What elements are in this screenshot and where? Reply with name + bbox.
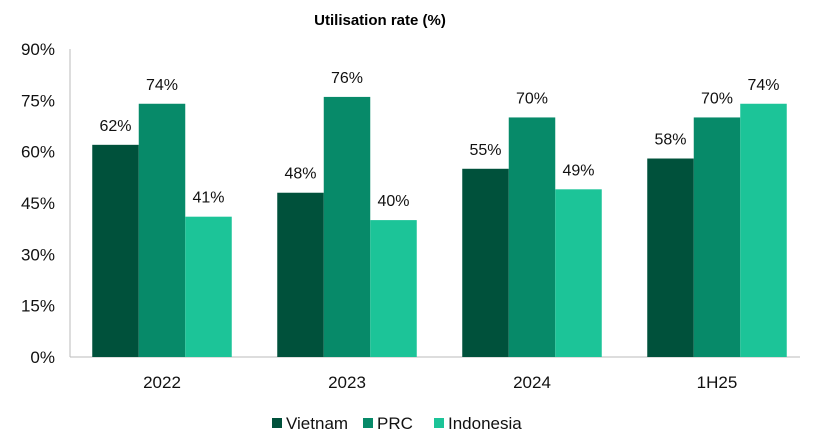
x-tick-label: 2022	[143, 373, 181, 392]
legend-swatch-indonesia	[434, 418, 444, 428]
legend-swatch-vietnam	[272, 418, 282, 428]
x-tick-label: 2024	[513, 373, 551, 392]
chart-title: Utilisation rate (%)	[314, 12, 446, 29]
y-tick-label: 45%	[21, 194, 55, 213]
bar-indonesia-2023	[370, 220, 417, 357]
data-label: 70%	[701, 90, 733, 107]
y-tick-label: 90%	[21, 40, 55, 59]
bar-indonesia-1h25	[740, 103, 787, 357]
legend-label: Vietnam	[286, 414, 348, 433]
legend-label: Indonesia	[448, 414, 522, 433]
legend-swatch-prc	[363, 418, 373, 428]
data-label: 74%	[146, 77, 178, 94]
y-tick-label: 15%	[21, 297, 55, 316]
data-label: 41%	[192, 190, 224, 207]
bar-vietnam-2024	[462, 168, 509, 357]
y-tick-label: 0%	[30, 348, 55, 367]
data-label: 70%	[516, 90, 548, 107]
data-label: 40%	[377, 193, 409, 210]
y-tick-label: 30%	[21, 245, 55, 264]
bar-prc-2023	[323, 96, 371, 358]
bar-vietnam-2022	[92, 144, 139, 357]
bar-prc-1h25	[693, 117, 741, 357]
data-label: 62%	[99, 118, 131, 135]
x-tick-label: 2023	[328, 373, 366, 392]
data-label: 76%	[331, 70, 363, 87]
bar-vietnam-2023	[277, 192, 324, 357]
bar-indonesia-2022	[185, 216, 232, 357]
y-tick-label: 60%	[21, 143, 55, 162]
x-tick-label: 1H25	[697, 373, 738, 392]
bar-prc-2024	[508, 117, 556, 357]
data-label: 55%	[469, 142, 501, 159]
bar-prc-2022	[138, 103, 186, 357]
bar-indonesia-2024	[555, 189, 602, 357]
bar-vietnam-1h25	[647, 158, 694, 357]
data-label: 74%	[747, 77, 779, 94]
data-label: 48%	[284, 166, 316, 183]
legend-label: PRC	[377, 414, 413, 433]
data-label: 58%	[654, 132, 686, 149]
data-label: 49%	[562, 162, 594, 179]
y-tick-label: 75%	[21, 91, 55, 110]
